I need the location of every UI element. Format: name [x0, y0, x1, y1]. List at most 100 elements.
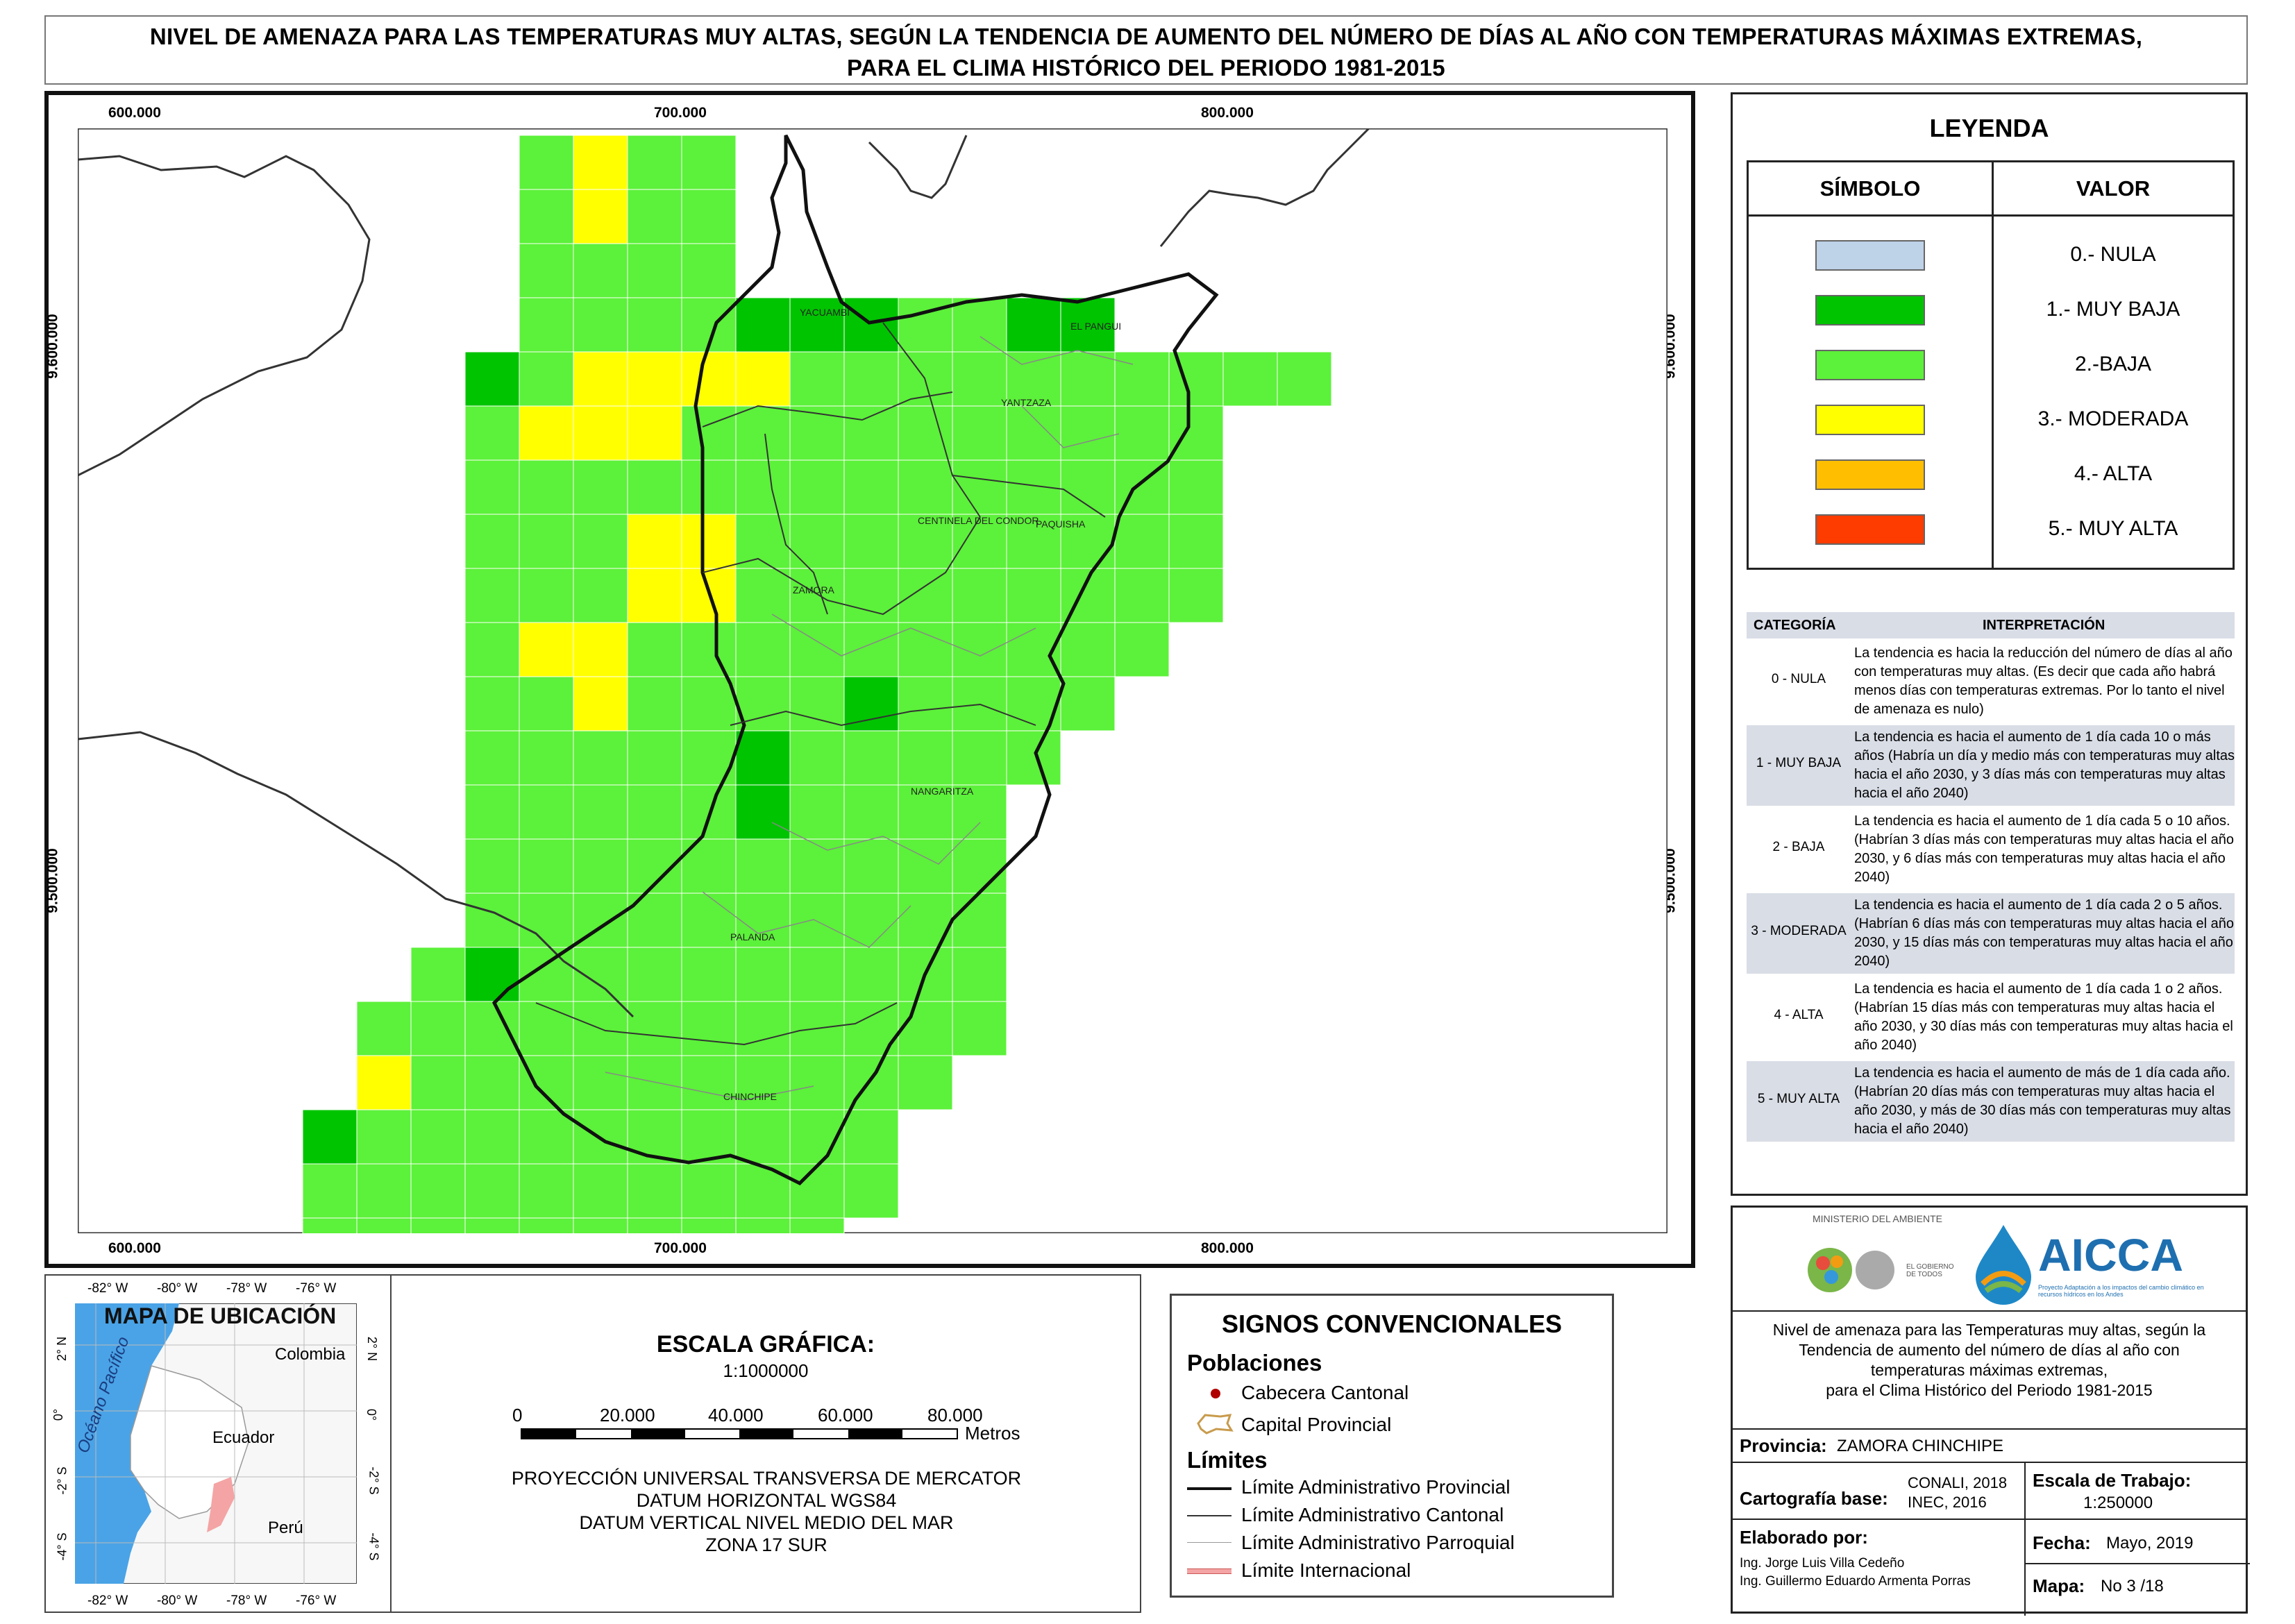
scale-tick-0: 0 [512, 1405, 523, 1426]
grid-cell [735, 405, 791, 461]
grid-cell [843, 622, 899, 677]
grid-cell [681, 1217, 737, 1233]
lon-tick-top-4: -76° W [296, 1281, 337, 1296]
cartografia-value2: INEC, 2016 [1908, 1494, 1987, 1511]
desc-line4: para el Clima Histórico del Periodo 1981… [1826, 1381, 2153, 1399]
x-tick-700-top: 700.000 [654, 105, 707, 121]
grid-cell [1060, 622, 1116, 677]
grid-cell [843, 1055, 899, 1110]
ministerio-logo [1808, 1248, 1894, 1292]
grid-cell [735, 1109, 791, 1165]
interp-category: 1 - MUY BAJA [1756, 756, 1842, 770]
interp-category: 4 - ALTA [1774, 1008, 1824, 1022]
grid-cell [952, 838, 1007, 894]
grid-cell [302, 1163, 358, 1219]
interp-row: 4 - ALTA La tendencia es hacia el aumento… [1747, 977, 2235, 1058]
zamora-area [207, 1477, 235, 1532]
grid-cell [519, 1217, 574, 1233]
divider [1733, 1462, 2246, 1463]
lon-tick-bottom-3: -78° W [226, 1593, 267, 1608]
legend-swatch [1815, 295, 1925, 325]
grid-cell [1006, 459, 1061, 515]
grid-cell [789, 838, 845, 894]
grid-cell [952, 947, 1007, 1002]
lon-tick-bottom-4: -76° W [296, 1593, 337, 1608]
grid-cell [1060, 351, 1116, 407]
grid-cell [735, 947, 791, 1002]
country-boundary [78, 155, 371, 477]
parish-boundary [1021, 405, 1120, 448]
divider [1733, 1310, 2246, 1312]
grid-cell [573, 297, 628, 353]
grid-cell [627, 568, 682, 623]
grid-cell [1114, 568, 1170, 623]
grid-cell [1006, 676, 1061, 731]
main-map-frame: 600.000 700.000 800.000 600.000 700.000 … [44, 91, 1695, 1268]
interp-text: La tendencia es hacia el aumento de 1 dí… [1854, 729, 2235, 801]
interp-text: La tendencia es hacia el aumento de más … [1854, 1065, 2231, 1137]
interp-text: La tendencia es hacia el aumento de 1 dí… [1854, 813, 2234, 885]
interp-category: 2 - BAJA [1772, 840, 1825, 854]
grid-cell [1168, 405, 1224, 461]
lim-int-line [1187, 1568, 1231, 1574]
lat-tick-2: 0° [51, 1408, 66, 1421]
grid-cell [627, 351, 682, 407]
grid-cell [519, 1055, 574, 1110]
divider [1733, 1428, 2246, 1430]
grid-cell [952, 1001, 1007, 1056]
canton-boundary [730, 703, 1036, 727]
grid-cell [1060, 514, 1116, 569]
grid-cell [573, 1163, 628, 1219]
grid-cell [1006, 568, 1061, 623]
canton-label: YANTZAZA [1001, 397, 1052, 408]
map-canvas[interactable]: YACUAMBI EL PANGUI YANTZAZA CENTINELA DEL C… [78, 128, 1667, 1233]
lat-tick-1-right: 2° N [365, 1336, 380, 1362]
provincia-value: ZAMORA CHINCHIPE [1837, 1437, 2004, 1455]
country-boundary-north [868, 135, 968, 199]
grid-cell [952, 351, 1007, 407]
grid-cell [789, 1055, 845, 1110]
legend-header [1749, 162, 2233, 217]
signs-title: SIGNOS CONVENCIONALES [1221, 1310, 1563, 1338]
elaborado-2: Ing. Guillermo Eduardo Armenta Porras [1740, 1574, 1971, 1589]
grid-cell [843, 459, 899, 515]
lim-parr-line [1187, 1542, 1231, 1543]
grid-cell [356, 1109, 412, 1165]
grid-cell [789, 784, 845, 840]
grid-cell [735, 838, 791, 894]
grid-cell [735, 1163, 791, 1219]
interpretation-header [1747, 612, 2235, 638]
grid-cell [464, 459, 520, 515]
grid-cell [1060, 676, 1116, 731]
legend-label: 3.- MODERADA [2037, 407, 2189, 430]
grid-cell [681, 784, 737, 840]
grid-cell [519, 622, 574, 677]
lim-prov-line [1187, 1487, 1231, 1490]
grid-cell [735, 351, 791, 407]
grid-cell [573, 189, 628, 244]
desc-line3: temperaturas máximas extremas, [1870, 1361, 2108, 1379]
grid-cell [1114, 351, 1170, 407]
grid-cell [681, 1163, 737, 1219]
grid-cell [898, 514, 953, 569]
legend-swatch [1815, 405, 1925, 435]
grid-cell [735, 784, 791, 840]
scale-title: ESCALA GRÁFICA: [656, 1331, 875, 1357]
grid-cell [681, 405, 737, 461]
y-tick-9500000-left: 9.500.000 [44, 848, 61, 913]
grid-cell [789, 568, 845, 623]
grid-cell [410, 1109, 466, 1165]
lim-cant-line [1187, 1515, 1231, 1516]
grid-cell [843, 893, 899, 948]
grid-cell [952, 622, 1007, 677]
grid-cell [952, 297, 1007, 353]
grid-cell [464, 1109, 520, 1165]
scale-tick-60000: 60.000 [818, 1405, 873, 1426]
signs-box: SIGNOS CONVENCIONALES Poblaciones Cabece… [1170, 1294, 1614, 1598]
grid-cell [519, 514, 574, 569]
grid-cell [627, 1001, 682, 1056]
grid-cell [573, 459, 628, 515]
grid-cell [1060, 405, 1116, 461]
location-map[interactable] [75, 1303, 357, 1584]
grid-cell [573, 838, 628, 894]
